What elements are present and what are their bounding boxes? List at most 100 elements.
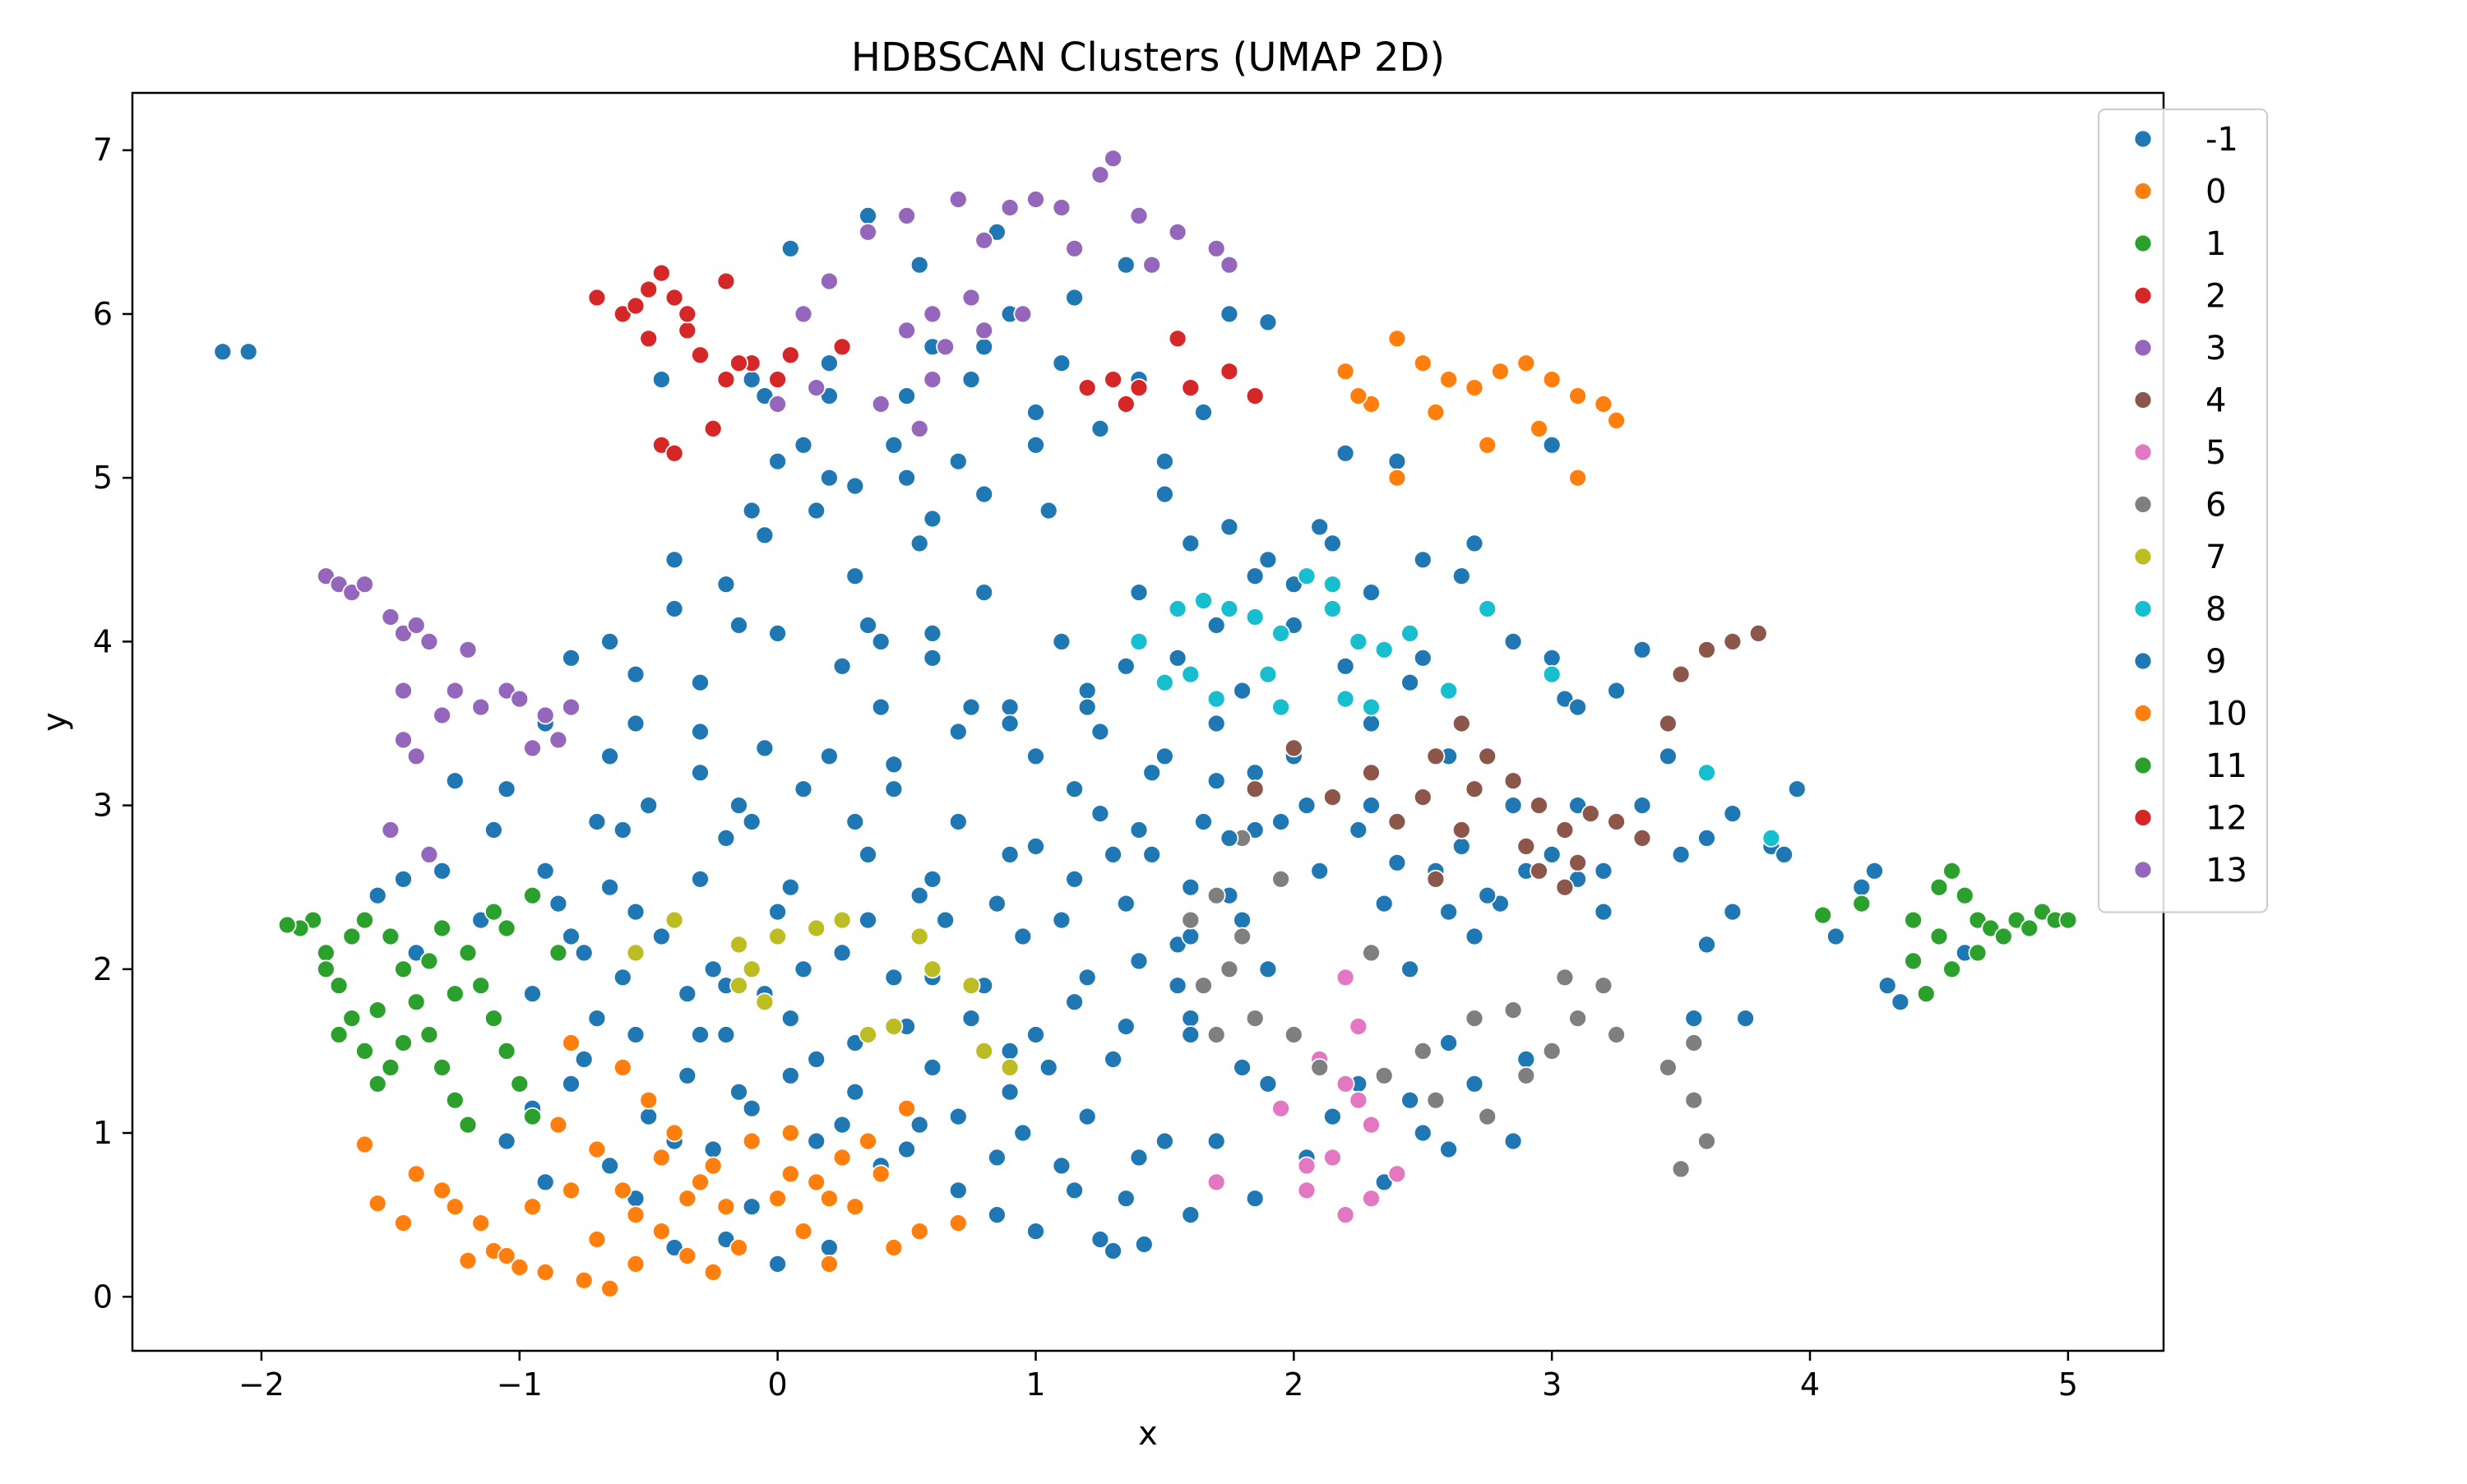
data-point-cluster-2-10 bbox=[768, 370, 787, 390]
data-point-cluster--1-99 bbox=[859, 206, 877, 225]
data-point-cluster-6-1 bbox=[1206, 885, 1226, 905]
data-point-cluster-6-21 bbox=[1465, 1009, 1484, 1028]
data-point-cluster--1-108 bbox=[910, 534, 929, 553]
data-point-cluster-13-8 bbox=[974, 230, 994, 250]
data-point-cluster--1-17 bbox=[626, 714, 646, 733]
data-point-cluster-13-4 bbox=[548, 730, 568, 750]
data-point-cluster-9-1 bbox=[433, 861, 451, 881]
data-point-cluster-2-17 bbox=[1220, 362, 1239, 381]
data-point-cluster--1-237 bbox=[691, 722, 710, 742]
data-point-cluster-6-6 bbox=[1245, 1009, 1265, 1028]
data-point-cluster--1-263 bbox=[613, 968, 632, 987]
data-point-cluster-1-33 bbox=[497, 918, 516, 938]
legend-label-cluster-12: 12 bbox=[2205, 800, 2247, 838]
data-point-cluster-1-4 bbox=[355, 1042, 374, 1061]
data-point-cluster--1-281 bbox=[1400, 1090, 1419, 1110]
data-point-cluster--1-153 bbox=[1233, 1058, 1252, 1077]
legend-label-cluster-1: 1 bbox=[2205, 225, 2226, 263]
data-point-cluster-0-36 bbox=[652, 1148, 671, 1167]
data-point-cluster-0-24 bbox=[832, 1148, 852, 1167]
data-point-cluster-5-0 bbox=[1335, 968, 1355, 987]
data-point-cluster-7-4 bbox=[807, 918, 826, 938]
data-point-cluster--1-133 bbox=[1142, 763, 1162, 783]
data-point-cluster-2-0 bbox=[587, 288, 607, 307]
data-point-cluster-11-17 bbox=[1968, 943, 1988, 963]
data-point-cluster-3-28 bbox=[1220, 255, 1239, 275]
data-point-cluster-9-11 bbox=[1142, 845, 1162, 864]
data-point-cluster--1-64 bbox=[1877, 976, 1897, 996]
data-point-cluster--1-106 bbox=[1052, 632, 1072, 651]
data-point-cluster-0-7 bbox=[574, 1270, 594, 1290]
data-point-cluster-0-12 bbox=[703, 1156, 723, 1176]
x-tick-label: 3 bbox=[1542, 1366, 1562, 1403]
data-point-cluster-3-36 bbox=[923, 304, 942, 324]
data-point-cluster-3-17 bbox=[794, 304, 813, 324]
data-point-cluster--1-35 bbox=[626, 1025, 646, 1044]
data-point-cluster--1-13 bbox=[923, 648, 942, 668]
data-point-cluster--1-129 bbox=[1013, 1123, 1033, 1143]
data-point-cluster-11-2 bbox=[1904, 910, 1923, 930]
data-point-cluster-0-35 bbox=[780, 1123, 800, 1143]
data-point-cluster--1-261 bbox=[716, 1025, 736, 1044]
data-point-cluster-2-14 bbox=[1077, 378, 1097, 398]
data-point-cluster-12-4 bbox=[1116, 395, 1136, 414]
data-point-cluster-3-14 bbox=[419, 845, 439, 864]
data-point-cluster-8-3 bbox=[1245, 608, 1265, 626]
legend-marker-cluster--1 bbox=[2133, 129, 2153, 149]
data-point-cluster--1-162 bbox=[1439, 902, 1458, 922]
legend-label-cluster-4: 4 bbox=[2205, 382, 2226, 420]
data-point-cluster-1-17 bbox=[523, 1107, 542, 1126]
data-point-cluster--1-173 bbox=[755, 738, 775, 758]
data-point-cluster-10-16 bbox=[1568, 468, 1587, 488]
data-point-cluster--1-282 bbox=[1465, 1074, 1484, 1093]
data-point-cluster-0-28 bbox=[548, 1115, 568, 1135]
data-point-cluster--1-131 bbox=[1000, 845, 1020, 864]
data-point-cluster-4-3 bbox=[1503, 771, 1523, 791]
data-point-cluster-6-10 bbox=[1426, 1090, 1446, 1110]
data-point-cluster--1-171 bbox=[871, 632, 891, 651]
data-point-cluster--1-78 bbox=[1607, 681, 1626, 700]
data-point-cluster-8-4 bbox=[1271, 624, 1290, 643]
data-point-cluster-3-15 bbox=[381, 821, 400, 839]
data-point-cluster--1-41 bbox=[1026, 1222, 1045, 1241]
data-point-cluster-4-25 bbox=[1568, 853, 1587, 872]
data-point-cluster-8-9 bbox=[1400, 624, 1419, 643]
data-point-cluster-1-29 bbox=[277, 915, 297, 935]
data-point-cluster--1-109 bbox=[845, 566, 865, 586]
data-point-cluster-3-20 bbox=[897, 206, 916, 225]
points-layer bbox=[213, 149, 2078, 1298]
legend-label-cluster-6: 6 bbox=[2205, 487, 2226, 525]
data-point-cluster--1-54 bbox=[1362, 796, 1381, 815]
data-point-cluster-5-4 bbox=[1362, 1115, 1381, 1135]
data-point-cluster--1-264 bbox=[574, 1050, 594, 1069]
data-point-cluster-1-19 bbox=[316, 959, 336, 979]
data-point-cluster-10-8 bbox=[1542, 370, 1562, 390]
data-point-cluster--1-49 bbox=[1413, 550, 1433, 570]
data-point-cluster-13-9 bbox=[1065, 238, 1084, 258]
data-point-cluster--1-128 bbox=[948, 1107, 968, 1126]
data-point-cluster-7-12 bbox=[1000, 1058, 1020, 1077]
data-point-cluster--1-178 bbox=[1568, 697, 1587, 717]
data-point-cluster--1-190 bbox=[1039, 1058, 1058, 1077]
data-point-cluster--1-163 bbox=[1206, 714, 1226, 733]
data-point-cluster-11-4 bbox=[1942, 861, 1962, 881]
data-point-cluster-0-5 bbox=[510, 1258, 530, 1277]
data-point-cluster-4-14 bbox=[1362, 763, 1381, 783]
data-point-cluster-4-4 bbox=[1530, 796, 1548, 815]
data-point-cluster-1-22 bbox=[484, 902, 503, 922]
data-point-cluster-4-11 bbox=[1555, 877, 1575, 897]
data-point-cluster--1-243 bbox=[1129, 821, 1149, 839]
data-point-cluster-10-13 bbox=[1478, 435, 1497, 455]
data-point-cluster-1-10 bbox=[433, 1058, 451, 1077]
data-point-cluster-1-30 bbox=[368, 1001, 387, 1019]
data-point-cluster--1-154 bbox=[1439, 1033, 1458, 1052]
data-point-cluster--1-213 bbox=[1891, 992, 1910, 1012]
data-point-cluster-0-22 bbox=[691, 1172, 710, 1192]
data-point-cluster-0-39 bbox=[523, 1197, 542, 1217]
data-point-cluster--1-125 bbox=[1052, 910, 1072, 930]
data-point-cluster--1-152 bbox=[1181, 1025, 1201, 1044]
data-point-cluster--1-191 bbox=[988, 1205, 1007, 1224]
data-point-cluster--1-238 bbox=[729, 796, 748, 815]
y-tick-label: 7 bbox=[93, 132, 113, 169]
data-point-cluster-0-19 bbox=[613, 1058, 632, 1077]
